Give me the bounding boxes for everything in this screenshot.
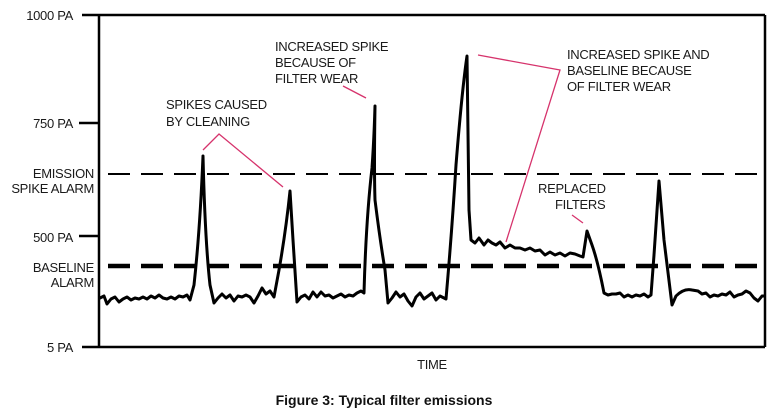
x-axis-label: TIME <box>417 357 447 372</box>
plot-frame <box>79 13 767 349</box>
figure-caption: Figure 3: Typical filter emissions <box>275 392 493 408</box>
annotation-spike-baseline-3: OF FILTER WEAR <box>567 79 671 94</box>
annotation-increased-spike-2: BECAUSE OF <box>275 55 356 70</box>
y-tick-750: 750 PA <box>33 116 74 131</box>
emission-trace <box>98 54 766 308</box>
baseline-alarm-label-1: BASELINE <box>33 260 95 275</box>
emission-alarm-label-2: SPIKE ALARM <box>11 181 94 196</box>
y-tick-1000: 1000 PA <box>26 8 73 23</box>
annotation-spike-baseline-1: INCREASED SPIKE AND <box>567 47 709 62</box>
emission-alarm-label-1: EMISSION <box>33 166 94 181</box>
annotation-replaced-2: FILTERS <box>555 197 606 212</box>
annotation-cleaning-1: SPIKES CAUSED <box>166 97 267 112</box>
y-tick-5: 5 PA <box>47 340 74 355</box>
annotation-cleaning-2: BY CLEANING <box>166 114 250 129</box>
annotation-leaders <box>202 54 584 243</box>
y-tick-500: 500 PA <box>33 230 74 245</box>
annotation-increased-spike-3: FILTER WEAR <box>275 71 358 86</box>
annotation-increased-spike-1: INCREASED SPIKE <box>275 39 389 54</box>
baseline-alarm-label-2: ALARM <box>51 275 94 290</box>
annotation-spike-baseline-2: BASELINE BECAUSE <box>567 63 692 78</box>
annotation-replaced-1: REPLACED <box>538 181 606 196</box>
